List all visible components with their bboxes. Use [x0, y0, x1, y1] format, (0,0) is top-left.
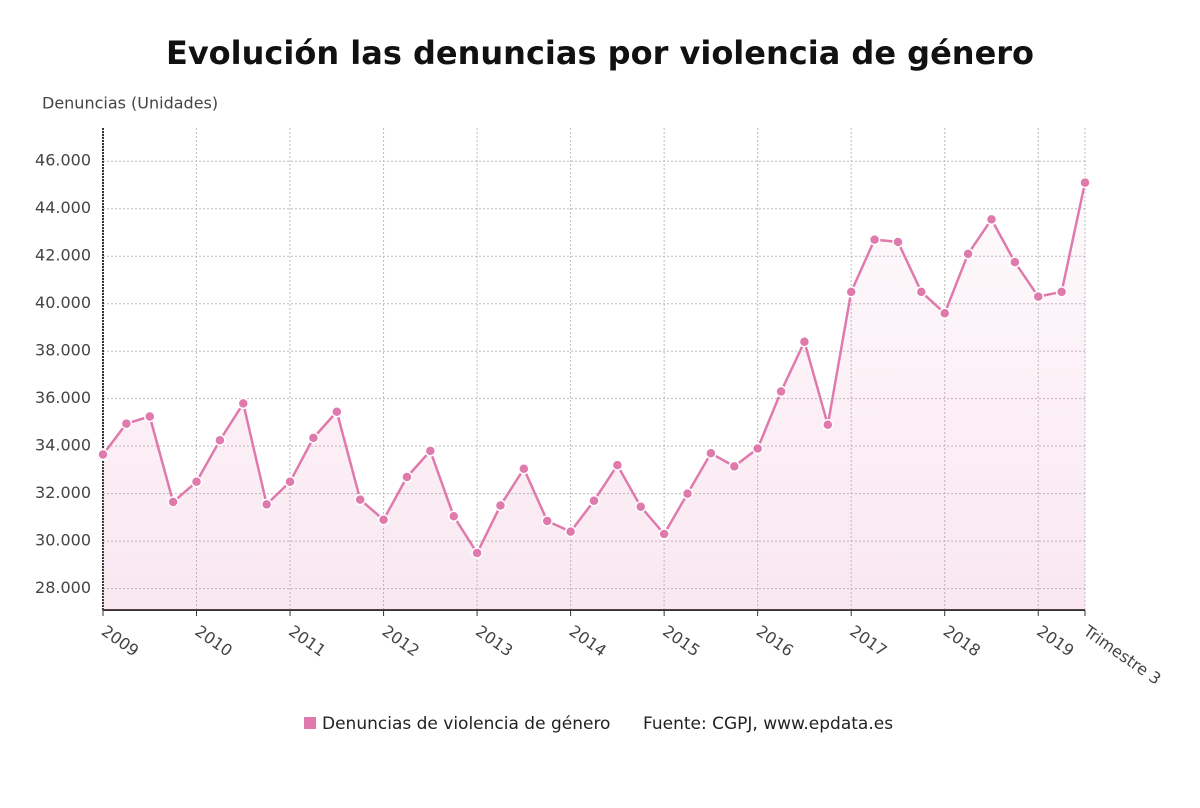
- point: [798, 335, 811, 348]
- point: [447, 510, 460, 522]
- y-tick-label: 36.000: [35, 388, 91, 407]
- point: [307, 432, 320, 444]
- point: [120, 417, 133, 430]
- point: [167, 496, 179, 508]
- point: [1055, 286, 1068, 298]
- point: [354, 493, 366, 506]
- x-tick-label: 2015: [659, 621, 703, 660]
- point: [892, 236, 904, 248]
- x-tick-label: 2019: [1033, 621, 1077, 660]
- y-tick-label: 44.000: [35, 198, 91, 217]
- x-tick-label: Trimestre 3: [1079, 621, 1164, 689]
- point: [284, 476, 296, 488]
- y-tick-label: 28.000: [35, 578, 91, 597]
- legend-label: Denuncias de violencia de género: [322, 714, 610, 734]
- point: [635, 500, 647, 513]
- point: [214, 434, 226, 446]
- y-axis-label: Denuncias (Unidades): [42, 94, 218, 113]
- point: [915, 286, 928, 298]
- plot: 28.000 30.000 32.000 34.000 36.000 38.000 40.0…: [35, 128, 1165, 688]
- y-tick-label: 30.000: [35, 531, 91, 550]
- point: [658, 528, 670, 540]
- x-tick-label: 2009: [98, 621, 142, 660]
- y-tick-label: 42.000: [35, 246, 91, 265]
- point: [144, 410, 156, 423]
- point: [518, 462, 530, 475]
- x-tick-label: 2012: [379, 621, 423, 660]
- y-tick-label: 32.000: [35, 483, 91, 502]
- point: [471, 547, 483, 559]
- x-tick-label: 2016: [753, 621, 797, 660]
- point: [681, 487, 694, 500]
- point: [424, 445, 437, 457]
- point: [845, 286, 857, 298]
- x-tick-label: 2018: [940, 621, 984, 660]
- point: [377, 514, 390, 526]
- point: [588, 495, 600, 507]
- point: [962, 248, 974, 260]
- x-tick-label: 2013: [472, 621, 516, 660]
- point: [705, 447, 717, 460]
- point: [190, 476, 203, 488]
- point: [260, 498, 273, 511]
- x-tick-label: 2014: [566, 621, 610, 660]
- x-tick-label: 2010: [192, 621, 236, 660]
- point: [494, 499, 507, 512]
- point: [564, 525, 577, 538]
- point: [728, 460, 741, 473]
- y-tick-label: 46.000: [35, 151, 91, 170]
- point: [237, 397, 250, 410]
- point: [541, 515, 553, 527]
- point: [97, 448, 109, 461]
- point: [401, 471, 413, 483]
- legend-swatch: [304, 717, 316, 729]
- point: [985, 213, 998, 226]
- point: [751, 442, 764, 455]
- point: [1009, 256, 1021, 268]
- point: [868, 233, 881, 246]
- point: [611, 459, 624, 471]
- point: [1032, 290, 1044, 303]
- source: Fuente: CGPJ, www.epdata.es: [643, 714, 893, 734]
- y-tick-label: 40.000: [35, 293, 91, 312]
- point: [775, 385, 787, 398]
- chart-title: Evolución las denuncias por violencia de…: [166, 34, 1034, 72]
- x-tick-label: 2011: [285, 621, 329, 660]
- point: [938, 307, 951, 319]
- y-tick-label: 38.000: [35, 341, 91, 360]
- point: [822, 419, 834, 431]
- x-tick-label: 2017: [846, 621, 890, 660]
- point: [331, 405, 343, 418]
- area: [103, 182, 1085, 610]
- y-tick-label: 34.000: [35, 436, 91, 455]
- point: [1079, 176, 1091, 189]
